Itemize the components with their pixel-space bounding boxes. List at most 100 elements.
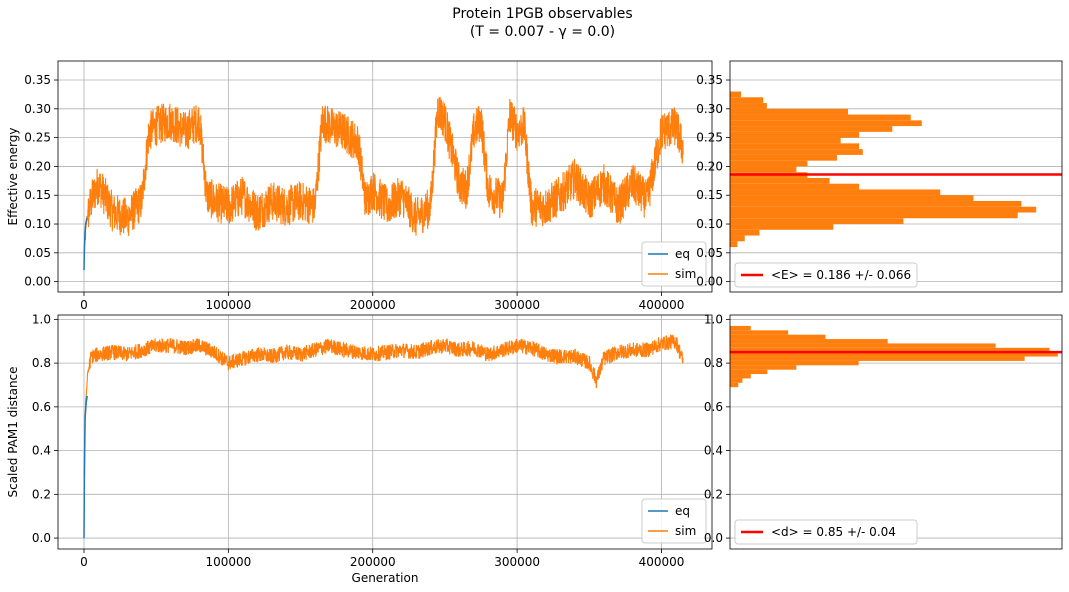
- sim-series-line: [83, 334, 684, 474]
- y-tick-label: 0.35: [696, 73, 723, 87]
- y-tick-label: 0.25: [696, 131, 723, 145]
- histogram-bar: [730, 229, 760, 236]
- histogram-bar: [730, 347, 1050, 353]
- legend: <E> = 0.186 +/- 0.066: [734, 262, 918, 288]
- y-tick-label: 0.30: [24, 102, 51, 116]
- eq-series-line: [83, 218, 88, 271]
- x-axis-label: Generation: [352, 571, 419, 585]
- y-tick-label: 0.35: [24, 73, 51, 87]
- sim-series-line: [83, 97, 684, 253]
- y-tick-label: 0.8: [704, 356, 723, 370]
- histogram-bar: [730, 382, 739, 388]
- y-tick-label: 0.00: [696, 275, 723, 289]
- axes-frame: [729, 314, 1063, 550]
- histogram-bar: [730, 365, 797, 370]
- axes-frame: [729, 60, 1063, 293]
- legend-box: [734, 262, 918, 288]
- distance-timeseries-panel: 0 100000 200000 300000 400000 0.0 0.2 0.4 0.6 0.8…: [6, 312, 713, 585]
- y-tick-label: 0.4: [704, 444, 723, 458]
- histogram-bar: [730, 91, 742, 98]
- legend: <d> = 0.85 +/- 0.04: [734, 519, 918, 545]
- histogram-bar: [730, 218, 904, 225]
- y-tick-label: 0.8: [32, 356, 51, 370]
- legend-box: [734, 519, 918, 545]
- y-tick-label: 0.0: [32, 531, 51, 545]
- y-tick-label: 0.10: [696, 217, 723, 231]
- x-tick-label: 200000: [350, 555, 396, 569]
- legend-label-mean: <d> = 0.85 +/- 0.04: [771, 525, 896, 539]
- histogram-bar: [730, 183, 860, 190]
- histogram-bar: [730, 378, 743, 383]
- legend-box: [641, 498, 707, 544]
- histogram-bar: [730, 108, 849, 115]
- histogram-bar: [730, 154, 837, 161]
- histogram-bar: [730, 325, 751, 331]
- legend-label-sim: sim: [675, 267, 696, 281]
- y-tick-label: 0.05: [24, 246, 51, 260]
- histogram-bar: [730, 352, 1058, 357]
- energy-histogram-panel: 0.00 0.05 0.10 0.15 0.20 0.25 0.30 0.35 <E> = 0.…: [696, 60, 1063, 293]
- legend-label-eq: eq: [675, 504, 690, 518]
- y-axis-label: Scaled PAM1 distance: [6, 366, 20, 497]
- histogram-bar: [730, 330, 789, 335]
- x-tick-label: 400000: [639, 298, 685, 312]
- histogram-bar: [730, 103, 767, 109]
- x-tick-label: 300000: [494, 555, 540, 569]
- y-tick-label: 0.20: [24, 159, 51, 173]
- y-tick-label: 0.2: [704, 487, 723, 501]
- histogram-bar: [730, 137, 841, 144]
- histogram-bar: [730, 374, 751, 379]
- histogram-bar: [730, 343, 996, 348]
- x-tick-label: 100000: [205, 555, 251, 569]
- axes-frame: [57, 60, 713, 293]
- x-tick-label: 0: [80, 298, 88, 312]
- histogram-bar: [730, 369, 768, 375]
- axes-frame: [57, 314, 713, 550]
- y-tick-label: 1.0: [704, 312, 723, 326]
- y-tick-label: 0.15: [24, 188, 51, 202]
- y-tick-label: 0.6: [32, 400, 51, 414]
- legend: eq sim: [641, 498, 707, 544]
- y-tick-label: 0.10: [24, 217, 51, 231]
- histogram-bar: [730, 241, 738, 248]
- y-tick-label: 0.00: [24, 275, 51, 289]
- histogram-bar: [730, 195, 974, 201]
- histogram-bar: [730, 160, 808, 167]
- y-tick-label: 0.6: [704, 400, 723, 414]
- y-tick-label: 0.15: [696, 188, 723, 202]
- histogram-bar: [730, 149, 863, 155]
- histogram-bar: [730, 143, 860, 150]
- legend-label-sim: sim: [675, 524, 696, 538]
- y-tick-label: 0.0: [704, 531, 723, 545]
- y-tick-label: 0.05: [696, 246, 723, 260]
- x-tick-label: 200000: [350, 298, 396, 312]
- x-tick-label: 0: [80, 555, 88, 569]
- legend-label-eq: eq: [675, 247, 690, 261]
- histogram-bar: [730, 200, 1022, 207]
- legend-label-mean: <E> = 0.186 +/- 0.066: [771, 268, 911, 282]
- x-tick-label: 100000: [205, 298, 251, 312]
- distance-histogram-panel: 0.0 0.2 0.4 0.6 0.8 1.0 <d> = 0.85 +/- 0.04: [704, 312, 1063, 550]
- histogram-bar: [730, 356, 1025, 361]
- legend-box: [641, 241, 707, 287]
- y-tick-label: 0.2: [32, 487, 51, 501]
- histogram-bar: [730, 97, 764, 104]
- histogram-bar: [730, 189, 941, 196]
- figure-subtitle: (T = 0.007 - γ = 0.0): [469, 24, 616, 40]
- y-tick-label: 0.25: [24, 131, 51, 145]
- histogram-bar: [730, 206, 1037, 213]
- y-axis-label: Effective energy: [6, 128, 20, 226]
- histogram-bar: [730, 212, 1018, 219]
- histogram-bar: [730, 126, 893, 132]
- histogram-bar: [730, 339, 888, 344]
- x-tick-label: 400000: [639, 555, 685, 569]
- energy-timeseries-panel: 0 100000 200000 300000 400000 0.00 0.05 0.10 0.1…: [6, 60, 713, 312]
- histogram-bar: [730, 120, 922, 127]
- histogram-bar: [730, 224, 834, 230]
- histogram-bar: [730, 177, 830, 184]
- figure-title: Protein 1PGB observables: [452, 6, 633, 22]
- y-tick-label: 0.30: [696, 102, 723, 116]
- legend: eq sim: [641, 241, 707, 287]
- y-tick-label: 0.4: [32, 444, 51, 458]
